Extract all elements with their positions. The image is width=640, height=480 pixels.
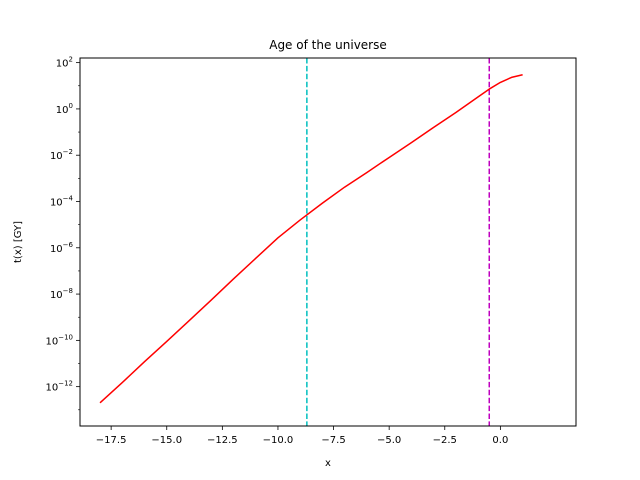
x-axis-label: x xyxy=(325,458,331,469)
y-tick-label: 100 xyxy=(56,102,73,116)
y-tick-label: 10−12 xyxy=(45,380,73,394)
plot-frame xyxy=(79,57,577,427)
y-tick-label: 10−2 xyxy=(50,148,73,162)
x-tick-label: −12.5 xyxy=(207,435,238,446)
x-tick-label: −7.5 xyxy=(321,435,345,446)
y-tick-label: 102 xyxy=(56,56,73,70)
y-tick-label: 10−10 xyxy=(45,333,73,347)
x-tick-label: −2.5 xyxy=(433,435,457,446)
x-tick-label: −15.0 xyxy=(151,435,182,446)
y-axis: 10−12 10−10 10−8 10−6 10−4 10−2 100 102 xyxy=(45,56,80,411)
x-axis: −17.5 −15.0 −12.5 −10.0 −7.5 −5.0 −2.5 0.0 xyxy=(96,426,508,446)
chart-title: Age of the universe xyxy=(269,38,387,52)
x-tick-label: −10.0 xyxy=(263,435,294,446)
x-tick-label: −17.5 xyxy=(96,435,127,446)
y-tick-label: 10−6 xyxy=(50,241,74,255)
series-line xyxy=(99,74,523,404)
x-tick-label: 0.0 xyxy=(492,435,508,446)
y-tick-label: 10−4 xyxy=(50,194,74,208)
y-axis-label: t(x) [GY] xyxy=(13,221,24,263)
y-tick-label: 10−8 xyxy=(50,287,73,301)
x-tick-label: −5.0 xyxy=(377,435,401,446)
plot-area xyxy=(99,58,523,426)
